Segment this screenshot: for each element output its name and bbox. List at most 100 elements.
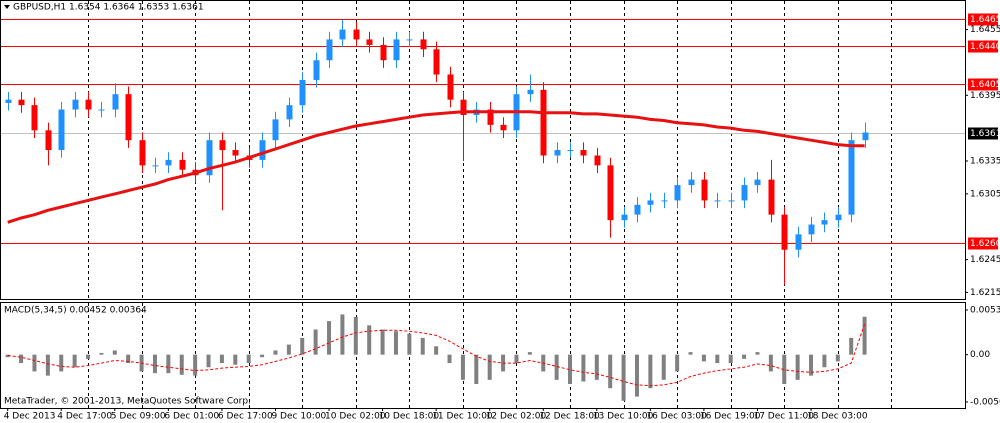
candle-body xyxy=(621,214,628,221)
macd-bar xyxy=(608,354,613,389)
macd-bar xyxy=(661,354,666,380)
y-tick-label: 1.6305 xyxy=(970,189,1000,199)
x-tick-label: 6 Dec 01:00 xyxy=(164,412,219,422)
macd-bar xyxy=(59,354,64,372)
macd-bar xyxy=(313,329,318,355)
macd-bar xyxy=(835,354,840,362)
macd-bar xyxy=(367,325,372,355)
y-tick-label: 1.6245 xyxy=(970,255,1000,265)
candle-body xyxy=(125,94,132,141)
macd-bar xyxy=(434,346,439,355)
level-label: 1.6465 xyxy=(970,15,1000,25)
level-tag xyxy=(968,13,998,26)
candle-body xyxy=(594,155,601,166)
macd-bar xyxy=(300,337,305,355)
x-tick-label: 17 Dec 11:00 xyxy=(753,412,814,422)
level-tag xyxy=(968,78,998,91)
macd-bar xyxy=(621,354,626,401)
candle-body xyxy=(487,109,494,125)
macd-bar xyxy=(112,350,117,355)
candle-body xyxy=(45,130,52,151)
x-tick-label: 16 Dec 03:00 xyxy=(646,412,707,422)
candle-body xyxy=(31,105,38,131)
candle-body xyxy=(862,132,869,141)
macd-bar xyxy=(862,316,867,355)
macd-bar xyxy=(648,354,653,389)
macd-bar xyxy=(795,354,800,380)
macd-bar xyxy=(86,354,91,359)
level-tag xyxy=(968,237,998,250)
x-tick-label: 12 Dec 02:00 xyxy=(486,412,547,422)
main-pane xyxy=(0,0,966,300)
macd-bar xyxy=(768,354,773,372)
macd-bar xyxy=(420,337,425,355)
macd-bar xyxy=(260,354,265,358)
x-tick-label: 13 Dec 10:00 xyxy=(593,412,654,422)
macd-bar xyxy=(327,321,332,355)
macd-bar xyxy=(487,354,492,380)
macd-bar xyxy=(822,354,827,368)
candle-body xyxy=(808,224,815,235)
candle-body xyxy=(754,179,761,186)
candle-body xyxy=(72,99,79,110)
candle-body xyxy=(447,74,454,100)
candle-body xyxy=(85,99,92,110)
candle-body xyxy=(5,99,12,103)
candle-body xyxy=(848,140,855,215)
candle-body xyxy=(835,214,842,221)
menu-arrow xyxy=(4,5,10,9)
candle-body xyxy=(674,185,681,201)
candle-body xyxy=(58,109,65,151)
candle-body xyxy=(607,165,614,221)
candle-body xyxy=(647,200,654,205)
macd-bar xyxy=(728,354,733,364)
x-tick-label: 9 Dec 10:00 xyxy=(271,412,326,422)
macd-bar xyxy=(527,352,532,355)
macd-bar xyxy=(340,314,345,355)
y-tick-label: -0.00564 xyxy=(970,397,1000,407)
macd-bar xyxy=(353,316,358,355)
macd-bar xyxy=(166,354,171,374)
candle-body xyxy=(714,200,721,202)
candle-body xyxy=(380,44,387,61)
macd-bar xyxy=(193,354,198,376)
macd-bar xyxy=(460,354,465,380)
candle-body xyxy=(661,200,668,202)
x-tick-label: 18 Dec 03:00 xyxy=(807,412,868,422)
candle-body xyxy=(152,165,159,167)
macd-bar xyxy=(514,354,519,364)
macd-bar xyxy=(380,329,385,355)
candle-body xyxy=(420,39,427,50)
x-tick-label: 4 Dec 17:00 xyxy=(57,412,112,422)
candle-body xyxy=(701,179,708,201)
x-tick-label: 10 Dec 02:00 xyxy=(325,412,386,422)
macd-bar xyxy=(849,337,854,355)
candle-body xyxy=(179,159,186,170)
indicator-title: MACD(5,34,5) 0.00452 0.00364 xyxy=(4,306,147,316)
macd-bar xyxy=(474,354,479,385)
price-label: 1.6361 xyxy=(970,129,1000,139)
macd-bar xyxy=(206,354,211,368)
candle-body xyxy=(18,99,25,106)
y-tick-label: 1.6395 xyxy=(970,91,1000,101)
candle-body xyxy=(781,214,788,250)
candle-body xyxy=(139,140,146,166)
macd-bar xyxy=(715,354,720,364)
y-tick-label: 1.6335 xyxy=(970,157,1000,167)
y-tick-label: 0.00533 xyxy=(970,305,1000,315)
x-tick-label: 11 Dec 10:00 xyxy=(432,412,493,422)
price-tag xyxy=(968,127,998,140)
candle-body xyxy=(406,39,413,41)
macd-bar xyxy=(701,354,706,362)
candle-body xyxy=(339,29,346,40)
candle-body xyxy=(286,105,293,120)
macd-bar xyxy=(286,344,291,355)
candle-body xyxy=(219,140,226,151)
x-tick-label: 12 Dec 18:00 xyxy=(539,412,600,422)
candle-body xyxy=(741,185,748,201)
macd-bar xyxy=(72,354,77,368)
y-tick-label: 1.6455 xyxy=(970,25,1000,35)
candle-body xyxy=(326,39,333,61)
macd-bar xyxy=(688,352,693,355)
